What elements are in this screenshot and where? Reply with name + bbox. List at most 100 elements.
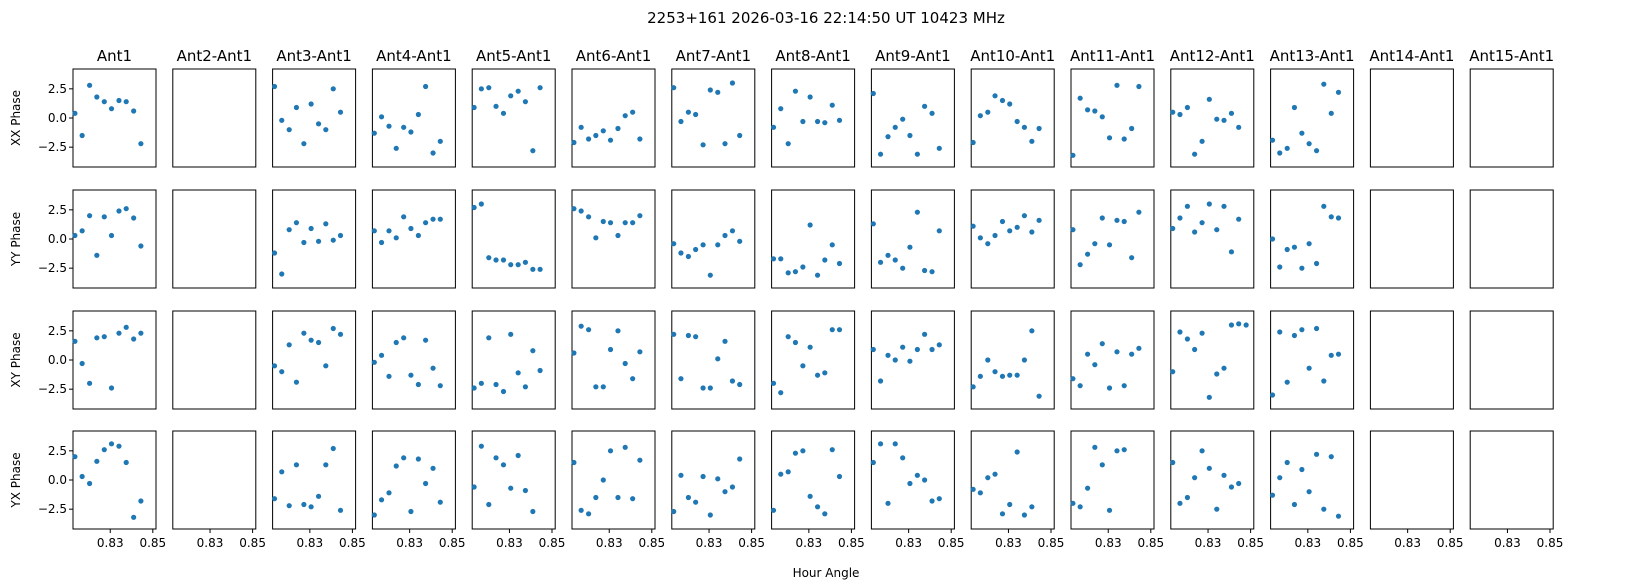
data-point: [271, 363, 278, 369]
data-point: [693, 246, 699, 253]
data-point: [1321, 203, 1327, 209]
data-point: [386, 490, 392, 496]
data-point: [515, 88, 521, 94]
column-title-ant11-ant1: Ant11-Ant1: [1070, 47, 1155, 65]
data-point: [1214, 371, 1220, 377]
data-point: [1077, 383, 1083, 389]
x-tick-label: 0.83: [795, 536, 822, 550]
panel-yx-phase-ant4-ant1: 0.83 0.85: [371, 430, 466, 550]
data-point: [885, 134, 891, 140]
x-axis-label: Hour Angle: [793, 566, 860, 580]
data-point: [500, 257, 507, 263]
data-point: [1228, 484, 1235, 490]
data-point: [770, 124, 777, 130]
data-point: [1221, 203, 1227, 209]
data-point: [1070, 500, 1076, 506]
data-point: [408, 225, 414, 232]
data-point: [408, 372, 414, 378]
panel-frame: [1170, 310, 1255, 410]
data-point: [471, 104, 477, 111]
y-tick-label: 2.5: [48, 82, 67, 96]
data-point: [770, 256, 777, 262]
data-point: [822, 257, 828, 263]
data-point: [1228, 249, 1235, 255]
data-point: [515, 262, 521, 268]
data-point: [593, 494, 599, 501]
data-point: [693, 499, 699, 505]
data-point: [722, 141, 728, 147]
data-point: [308, 504, 314, 510]
data-point: [116, 443, 122, 449]
data-point: [301, 239, 307, 246]
data-point: [1099, 341, 1105, 347]
data-point: [1199, 330, 1205, 336]
panel-frame: [471, 68, 556, 168]
data-point: [1129, 351, 1135, 357]
x-tick-label: 0.85: [938, 536, 965, 550]
panel-frame: [172, 310, 257, 410]
data-point: [914, 209, 920, 215]
panel-xx-phase-ant7-ant1: [671, 68, 756, 168]
data-point: [637, 457, 643, 463]
data-point: [1121, 447, 1127, 453]
data-point: [992, 369, 998, 375]
data-point: [308, 101, 314, 107]
data-point: [330, 86, 336, 92]
data-point: [870, 346, 876, 353]
x-tick-label: 0.85: [638, 536, 665, 550]
panel-xy-phase-ant3-ant1: [271, 310, 357, 410]
data-point: [600, 128, 606, 134]
data-point: [1106, 385, 1113, 391]
data-point: [123, 324, 129, 330]
data-point: [423, 480, 429, 487]
data-point: [415, 232, 421, 239]
data-point: [87, 380, 93, 386]
panel-frame: [1469, 189, 1554, 289]
data-point: [522, 384, 529, 390]
x-tick-label: 0.83: [1195, 536, 1222, 550]
data-point: [578, 124, 584, 130]
data-point: [922, 331, 928, 337]
data-point: [778, 390, 784, 396]
panel-frame: [1369, 68, 1454, 168]
data-point: [1007, 228, 1013, 234]
data-point: [571, 206, 577, 212]
data-point: [293, 379, 300, 385]
data-point: [537, 266, 543, 272]
data-point: [807, 222, 813, 228]
data-point: [700, 142, 706, 148]
data-point: [977, 113, 983, 119]
data-point: [630, 376, 636, 382]
data-point: [929, 110, 935, 116]
data-point: [792, 450, 799, 456]
data-point: [1277, 475, 1283, 481]
data-point: [1284, 246, 1290, 253]
data-point: [323, 221, 329, 227]
data-point: [999, 511, 1006, 517]
column-title-ant3-ant1: Ant3-Ant1: [276, 47, 351, 65]
data-point: [630, 496, 636, 502]
figure-title: 2253+161 2026-03-16 22:14:50 UT 10423 MH…: [647, 9, 1005, 27]
data-point: [393, 145, 399, 151]
data-point: [271, 83, 278, 90]
data-point: [423, 220, 429, 226]
data-point: [778, 471, 784, 477]
data-point: [637, 349, 643, 355]
data-point: [900, 265, 906, 271]
y-axis-label-xx-phase: XX Phase: [9, 90, 23, 146]
data-point: [814, 118, 821, 125]
data-point: [700, 242, 706, 248]
data-point: [1321, 81, 1327, 87]
data-point: [970, 384, 976, 390]
panel-xx-phase-ant3-ant1: [271, 68, 357, 168]
data-point: [108, 441, 115, 447]
panel-frame: [970, 189, 1055, 289]
data-point: [138, 141, 144, 147]
panel-xx-phase-ant14-ant1: [1369, 68, 1454, 168]
data-point: [537, 85, 543, 91]
data-point: [315, 121, 322, 127]
data-point: [992, 232, 998, 239]
data-point: [401, 335, 407, 341]
data-point: [330, 445, 336, 452]
panel-xx-phase-ant2-ant1: [172, 68, 257, 168]
